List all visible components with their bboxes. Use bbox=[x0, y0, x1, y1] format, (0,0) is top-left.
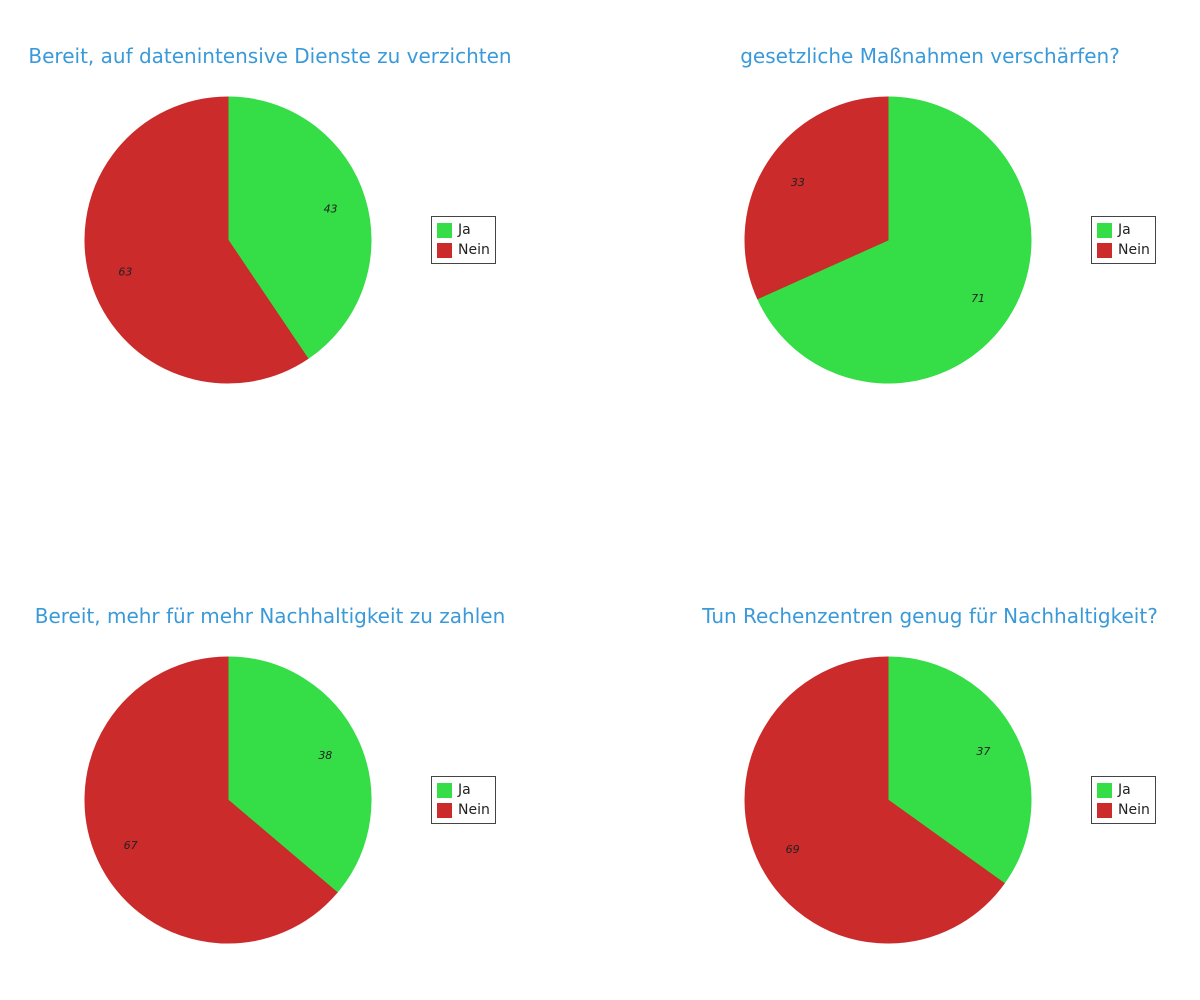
pie-chart: 43 63 bbox=[84, 96, 372, 384]
legend-swatch-ja bbox=[1097, 782, 1112, 798]
pie-slice-nein[interactable] bbox=[744, 656, 1005, 944]
pie-slice-nein[interactable] bbox=[84, 656, 338, 944]
legend-label-ja: Ja bbox=[1118, 222, 1131, 238]
legend-label-nein: Nein bbox=[458, 242, 490, 258]
legend-label-ja: Ja bbox=[458, 782, 471, 798]
chart-panel-2: gesetzliche Maßnahmen verschärfen? 71 33 … bbox=[660, 0, 1200, 440]
legend-item-nein[interactable]: Nein bbox=[437, 240, 490, 260]
pie-slice-ja[interactable] bbox=[227, 96, 372, 360]
legend-item-ja[interactable]: Ja bbox=[437, 780, 490, 800]
slice-value-label-ja: 38 bbox=[318, 749, 332, 762]
legend-label-ja: Ja bbox=[1118, 782, 1131, 798]
pie-chart: 38 67 bbox=[84, 656, 372, 944]
slice-value-label-nein: 67 bbox=[124, 839, 138, 852]
pie-slice-ja[interactable] bbox=[887, 656, 1032, 885]
legend-swatch-nein bbox=[1097, 802, 1112, 818]
legend[interactable]: Ja Nein bbox=[431, 216, 496, 264]
pie-slice-ja[interactable] bbox=[227, 656, 372, 894]
legend-item-ja[interactable]: Ja bbox=[1097, 780, 1150, 800]
chart-title: Tun Rechenzentren genug für Nachhaltigke… bbox=[702, 604, 1158, 628]
pie-slice-nein[interactable] bbox=[84, 96, 309, 384]
chart-panel-1: Bereit, auf datenintensive Dienste zu ve… bbox=[0, 0, 560, 440]
legend-item-nein[interactable]: Nein bbox=[437, 800, 490, 820]
slice-value-label-nein: 69 bbox=[786, 843, 800, 856]
legend-label-nein: Nein bbox=[1118, 802, 1150, 818]
legend[interactable]: Ja Nein bbox=[1091, 216, 1156, 264]
chart-panel-3: Bereit, mehr für mehr Nachhaltigkeit zu … bbox=[0, 560, 560, 1000]
legend-swatch-nein bbox=[437, 242, 452, 258]
legend-item-nein[interactable]: Nein bbox=[1097, 800, 1150, 820]
legend-swatch-ja bbox=[1097, 222, 1112, 238]
pie-slice-nein[interactable] bbox=[744, 96, 889, 300]
chart-title: gesetzliche Maßnahmen verschärfen? bbox=[740, 44, 1120, 68]
legend-label-nein: Nein bbox=[1118, 242, 1150, 258]
slice-value-label-ja: 43 bbox=[324, 203, 338, 216]
pie-chart: 71 33 bbox=[744, 96, 1032, 384]
legend-swatch-ja bbox=[437, 782, 452, 798]
slice-value-label-ja: 37 bbox=[976, 745, 990, 758]
legend-swatch-ja bbox=[437, 222, 452, 238]
chart-title: Bereit, auf datenintensive Dienste zu ve… bbox=[28, 44, 512, 68]
legend[interactable]: Ja Nein bbox=[431, 776, 496, 824]
chart-title: Bereit, mehr für mehr Nachhaltigkeit zu … bbox=[34, 604, 506, 628]
legend-item-nein[interactable]: Nein bbox=[1097, 240, 1150, 260]
pie-slice-ja[interactable] bbox=[756, 96, 1032, 384]
legend[interactable]: Ja Nein bbox=[1091, 776, 1156, 824]
slice-value-label-ja: 71 bbox=[971, 292, 985, 305]
legend-label-nein: Nein bbox=[458, 802, 490, 818]
pie-chart: 37 69 bbox=[744, 656, 1032, 944]
slice-value-label-nein: 33 bbox=[791, 176, 805, 189]
slice-value-label-nein: 63 bbox=[118, 265, 132, 278]
legend-item-ja[interactable]: Ja bbox=[1097, 220, 1150, 240]
legend-swatch-nein bbox=[437, 802, 452, 818]
chart-panel-4: Tun Rechenzentren genug für Nachhaltigke… bbox=[660, 560, 1200, 1000]
legend-swatch-nein bbox=[1097, 242, 1112, 258]
legend-item-ja[interactable]: Ja bbox=[437, 220, 490, 240]
legend-label-ja: Ja bbox=[458, 222, 471, 238]
